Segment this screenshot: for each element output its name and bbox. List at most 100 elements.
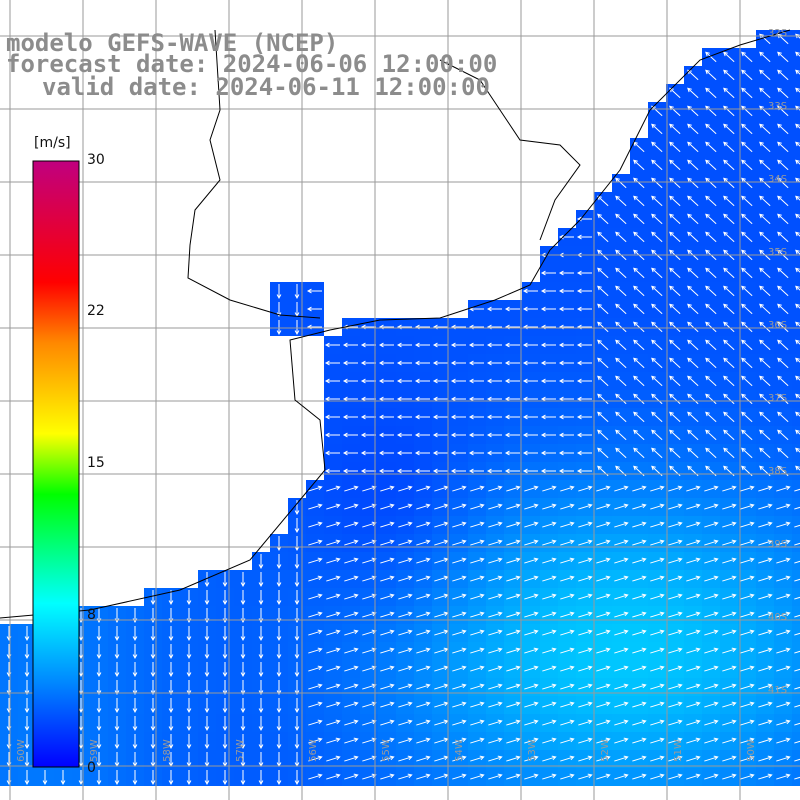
wind-arrow xyxy=(723,159,735,171)
wind-arrow xyxy=(540,450,556,456)
longitude-label: 59W xyxy=(88,739,100,762)
wind-arrow xyxy=(326,557,341,564)
wind-arrow xyxy=(795,429,800,435)
wind-arrow xyxy=(378,378,394,384)
wind-arrow xyxy=(362,503,377,510)
wind-arrow xyxy=(542,557,557,564)
wind-arrow xyxy=(687,87,699,99)
wind-arrow xyxy=(506,629,521,636)
wind-arrow xyxy=(326,737,341,744)
wind-arrow xyxy=(722,539,737,546)
ocean-cell xyxy=(792,660,800,678)
wind-arrow xyxy=(398,773,413,780)
wind-arrow xyxy=(576,468,592,474)
wind-arrow xyxy=(380,575,395,582)
ocean-cell xyxy=(792,156,800,174)
wind-arrow xyxy=(759,195,771,207)
ocean-cell xyxy=(792,174,800,192)
wind-arrow xyxy=(468,450,484,456)
wind-arrow xyxy=(686,539,701,546)
wind-arrow xyxy=(615,429,627,441)
wind-arrow xyxy=(380,503,395,510)
wind-arrow xyxy=(362,485,377,492)
wind-arrow xyxy=(326,485,341,492)
latitude-label: 34S xyxy=(768,174,788,185)
wind-arrow xyxy=(398,557,413,564)
wind-arrow xyxy=(578,539,593,546)
wind-arrow xyxy=(450,396,466,402)
wind-arrow xyxy=(342,468,358,474)
wind-arrow xyxy=(416,593,431,600)
wind-arrow xyxy=(596,503,611,510)
ocean-cell xyxy=(792,552,800,570)
wind-arrow xyxy=(470,539,485,546)
wind-arrow xyxy=(615,195,627,207)
wind-arrow xyxy=(777,123,789,135)
wind-arrow xyxy=(686,521,701,528)
wind-arrow xyxy=(632,557,647,564)
wind-arrow xyxy=(704,521,719,528)
wind-arrow xyxy=(470,629,485,636)
wind-arrow xyxy=(468,468,484,474)
wind-arrow xyxy=(705,393,717,405)
wind-arrow xyxy=(794,722,800,726)
wind-arrow xyxy=(558,288,574,294)
wind-arrow xyxy=(132,680,138,696)
wind-arrow xyxy=(450,414,466,420)
wind-arrow xyxy=(380,701,395,708)
wind-arrow xyxy=(722,557,737,564)
wind-arrow xyxy=(294,770,300,786)
wind-arrow xyxy=(362,539,377,546)
ocean-cell xyxy=(792,120,800,138)
wind-arrow xyxy=(795,393,800,399)
wind-arrow xyxy=(668,683,683,690)
ocean-cell xyxy=(792,210,800,228)
wind-arrow xyxy=(522,432,538,438)
wind-arrow xyxy=(540,468,556,474)
wind-arrow xyxy=(360,450,376,456)
wind-arrow xyxy=(294,590,300,606)
wind-arrow xyxy=(776,755,791,762)
wind-arrow xyxy=(326,773,341,780)
wind-arrow xyxy=(576,432,592,438)
wind-arrow xyxy=(686,737,701,744)
wind-arrow xyxy=(723,447,735,459)
wind-arrow xyxy=(452,737,467,744)
wind-arrow xyxy=(78,680,84,696)
wind-arrow xyxy=(470,719,485,726)
wind-arrow xyxy=(722,521,737,528)
wind-arrow xyxy=(96,698,102,714)
wind-arrow xyxy=(380,719,395,726)
wind-arrow xyxy=(687,357,699,369)
wind-arrow xyxy=(398,503,413,510)
wind-arrow xyxy=(758,683,773,690)
wind-arrow xyxy=(578,503,593,510)
ocean-cell xyxy=(792,390,800,408)
wind-arrow xyxy=(488,503,503,510)
wind-arrow xyxy=(740,575,755,582)
wind-arrow xyxy=(795,195,800,201)
wind-arrow xyxy=(468,378,484,384)
wind-arrow xyxy=(326,719,341,726)
ocean-cell xyxy=(792,354,800,372)
wind-arrow xyxy=(687,411,699,423)
wind-arrow xyxy=(276,572,282,588)
wind-arrow xyxy=(576,288,592,294)
wind-arrow xyxy=(96,626,102,642)
wind-arrow xyxy=(470,593,485,600)
wind-arrow xyxy=(687,267,699,279)
wind-arrow xyxy=(450,432,466,438)
wind-arrow xyxy=(560,647,575,654)
wind-arrow xyxy=(542,737,557,744)
wind-arrow xyxy=(380,629,395,636)
wind-arrow xyxy=(306,288,322,294)
wind-arrow xyxy=(488,665,503,672)
wind-arrow xyxy=(686,557,701,564)
wind-arrow xyxy=(452,521,467,528)
wind-arrow xyxy=(222,590,228,606)
wind-arrow xyxy=(578,773,593,780)
wind-arrow xyxy=(687,231,699,243)
wind-arrow xyxy=(240,590,246,606)
wind-arrow xyxy=(276,770,282,786)
wind-arrow xyxy=(240,770,246,786)
